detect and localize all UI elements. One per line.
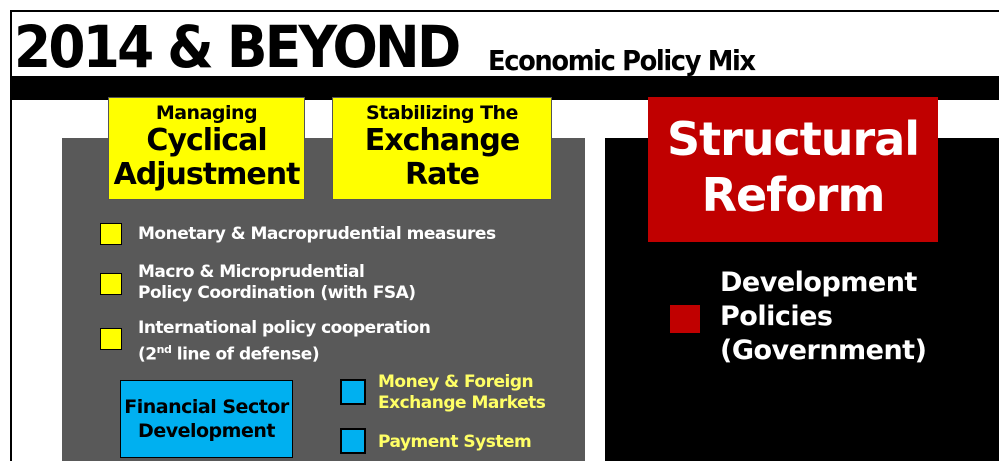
financial-item: Money & Foreign Exchange Markets	[378, 372, 546, 414]
financial-item: Payment System	[378, 432, 532, 453]
bullet	[340, 379, 366, 405]
financial-line: Development	[138, 420, 275, 442]
bullet	[100, 273, 122, 295]
measure-line: Monetary & Macroprudential measures	[138, 224, 496, 244]
pillar-line: Managing	[155, 102, 258, 124]
measure: Macro & Microprudential Policy Coordinat…	[138, 262, 416, 304]
superscript: nd	[156, 343, 172, 356]
text: line of defense)	[171, 344, 320, 365]
pillar-line: Stabilizing The	[366, 102, 518, 124]
title: 2014 & BEYOND	[14, 13, 461, 81]
bullet	[100, 328, 122, 350]
text: (2	[138, 344, 157, 365]
item-line: Money & Foreign	[378, 372, 534, 392]
pillar-line: Reform	[701, 168, 886, 222]
pillar-box: Managing Cyclical Adjustment	[108, 97, 305, 200]
development-line: Policies	[720, 301, 833, 332]
bullet	[100, 223, 122, 245]
measure-line: (2nd line of defense)	[138, 339, 430, 366]
financial-box: Financial Sector Development	[120, 380, 293, 458]
measure: Monetary & Macroprudential measures	[138, 224, 496, 245]
item-line: Payment System	[378, 432, 532, 452]
development-line: (Government)	[720, 335, 927, 366]
pillar-line: Rate	[404, 157, 480, 192]
pillar-box: Structural Reform	[648, 97, 938, 242]
measure: International policy cooperation (2nd li…	[138, 318, 431, 366]
bullet	[670, 305, 700, 333]
title-bar	[10, 76, 999, 100]
frame	[10, 10, 999, 461]
subtitle: Economic Policy Mix	[488, 44, 756, 77]
measure-line: Policy Coordination (with FSA)	[138, 283, 416, 303]
pillar-line: Adjustment	[113, 157, 301, 192]
measure-line: International policy cooperation	[138, 318, 431, 338]
pillar-line: Structural	[666, 112, 920, 166]
development-line: Development	[720, 267, 917, 298]
pillar-line: Cyclical	[146, 123, 267, 158]
measure-line: Macro & Microprudential	[138, 262, 365, 282]
pillar-box: Stabilizing The Exchange Rate	[332, 97, 552, 200]
item-line: Exchange Markets	[378, 393, 546, 413]
development: Development Policies (Government)	[720, 266, 927, 368]
financial-line: Financial Sector	[124, 396, 289, 418]
pillar-line: Exchange	[364, 123, 520, 158]
bullet	[340, 428, 366, 454]
